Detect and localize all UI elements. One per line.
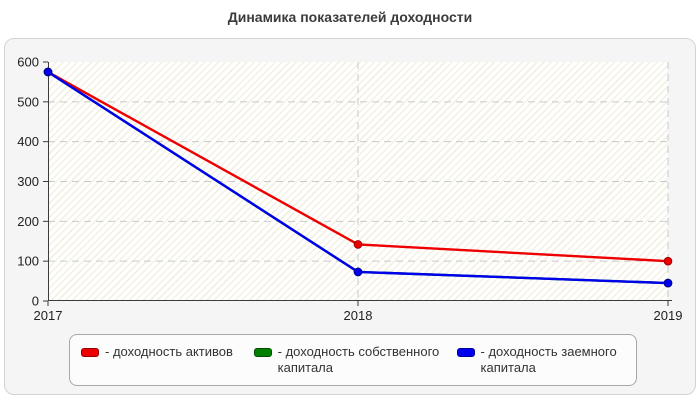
data-point-debt bbox=[663, 278, 673, 288]
y-tick-label: 100 bbox=[17, 254, 39, 269]
chart-canvas: 0 100 200 300 400 500 600 2017 2018 2019 bbox=[17, 55, 682, 324]
y-tick-label: 200 bbox=[17, 214, 39, 229]
x-tick-label: 2017 bbox=[34, 308, 63, 323]
legend-label: - доходность собственного капитала bbox=[277, 344, 440, 375]
data-point-assets bbox=[663, 256, 673, 266]
y-tick-label: 400 bbox=[17, 134, 39, 149]
y-tick-label: 0 bbox=[32, 294, 39, 309]
legend-item-assets: - доходность активов bbox=[81, 344, 254, 360]
page-title: Динамика показателей доходности bbox=[227, 9, 473, 25]
y-tick-label: 500 bbox=[17, 94, 39, 109]
red-series-swatch-icon bbox=[81, 348, 99, 357]
y-tick-label: 600 bbox=[17, 55, 39, 70]
plot-area: 0 100 200 300 400 500 600 2017 2018 2019 bbox=[17, 55, 682, 324]
x-tick-label: 2019 bbox=[654, 308, 683, 323]
legend: - доходность активов - доходность собств… bbox=[69, 334, 637, 386]
data-point-assets bbox=[353, 240, 363, 249]
data-point-debt bbox=[353, 267, 363, 277]
blue-series-swatch-icon bbox=[456, 348, 475, 357]
legend-label: - доходность заемного капитала bbox=[480, 344, 617, 375]
green-series-swatch-icon bbox=[253, 348, 272, 357]
x-tick-label: 2018 bbox=[344, 308, 373, 323]
legend-item-equity: - доходность собственного капитала bbox=[253, 344, 457, 376]
chart-panel: 0 100 200 300 400 500 600 2017 2018 2019 - доходн… bbox=[4, 38, 696, 395]
legend-item-debt: - доходность заемного капитала bbox=[456, 344, 636, 376]
data-point-debt bbox=[43, 67, 53, 77]
legend-label: - доходность активов bbox=[105, 344, 233, 359]
y-tick-label: 300 bbox=[17, 174, 39, 189]
